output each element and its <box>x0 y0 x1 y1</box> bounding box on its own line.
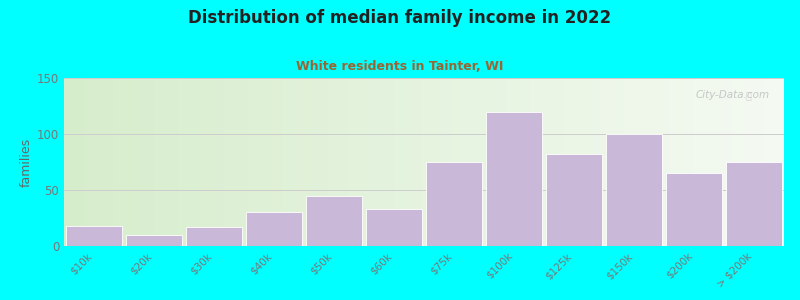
Bar <box>666 173 722 246</box>
Bar <box>726 162 782 246</box>
Y-axis label: families: families <box>20 137 33 187</box>
Bar <box>246 212 302 246</box>
Bar <box>546 154 602 246</box>
Bar <box>426 162 482 246</box>
Bar <box>66 226 122 246</box>
Bar <box>186 227 242 246</box>
Bar <box>366 209 422 246</box>
Bar <box>606 134 662 246</box>
Text: Distribution of median family income in 2022: Distribution of median family income in … <box>189 9 611 27</box>
Text: ⛳: ⛳ <box>746 90 752 100</box>
Bar <box>306 196 362 246</box>
Text: City-Data.com: City-Data.com <box>695 90 770 100</box>
Bar <box>126 235 182 246</box>
Text: White residents in Tainter, WI: White residents in Tainter, WI <box>296 60 504 73</box>
Bar <box>486 112 542 246</box>
